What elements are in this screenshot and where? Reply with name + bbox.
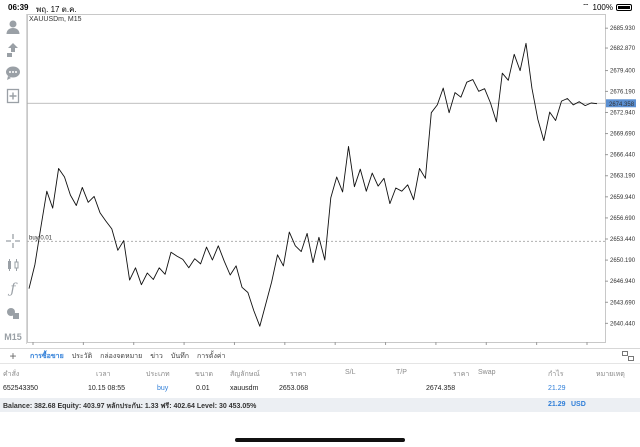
order-size: 0.01 <box>196 385 210 392</box>
crosshair-icon[interactable] <box>4 232 22 250</box>
new-order-icon[interactable] <box>4 87 22 105</box>
balance-text: Balance: 382.68 Equity: 403.97 หลักประกั… <box>3 403 257 410</box>
chart-canvas[interactable]: 2685.930 2682.870 2679.400 2676.190 2672.940… <box>27 14 640 348</box>
battery-percent: 100% <box>592 2 613 12</box>
tab-journal[interactable]: บันทึก <box>170 352 189 360</box>
layout-toggle-icon[interactable] <box>622 351 634 361</box>
table-row[interactable]: 652543350 10.15 08:55 buy 0.01 xauusdm 2… <box>0 382 640 396</box>
col-symbol: สัญลักษณ์ <box>230 371 260 378</box>
price-tick-label: 2640.440 <box>610 321 636 327</box>
tab-history[interactable]: ประวัติ <box>71 352 93 360</box>
price-chart[interactable]: XAUUSDm, M15 2685.930 2682.870 2679.400 267… <box>27 14 640 348</box>
wifi-icon: ⌔ <box>582 2 590 11</box>
trade-icon[interactable] <box>4 41 22 59</box>
tab-trade[interactable]: การซื้อขาย <box>30 352 64 360</box>
orders-table-header: คำสั่ง เวลา ประเภท ขนาด สัญลักษณ์ ราคา S… <box>0 366 640 380</box>
indicators-icon[interactable]: ƒ <box>10 281 16 297</box>
price-tick-label: 2643.690 <box>610 300 636 306</box>
order-symbol: xauusdm <box>230 385 259 392</box>
tab-settings[interactable]: การตั้งค่า <box>196 352 226 360</box>
order-profit: 21.29 <box>548 385 566 392</box>
current-price-tag: 2674.358 <box>609 102 635 108</box>
status-right: ⌔ 100% <box>582 2 632 12</box>
col-price: ราคา <box>290 371 307 378</box>
tab-mailbox[interactable]: กล่องจดหมาย <box>100 352 143 360</box>
order-line-label: buy 0.01 <box>29 235 53 241</box>
chart-symbol-label: XAUUSDm, M15 <box>29 16 82 23</box>
terminal-tabs: + การซื้อขาย ประวัติ กล่องจดหมาย ข่าว บั… <box>0 348 640 364</box>
price-tick-label: 2646.940 <box>610 279 636 285</box>
balance-profit: 21.29 <box>548 401 566 408</box>
price-tick-label: 2663.190 <box>610 174 636 180</box>
col-comment: หมายเหตุ <box>596 371 625 378</box>
price-series-line <box>28 42 598 327</box>
col-current-price: ราคา <box>453 371 470 378</box>
objects-icon[interactable] <box>4 304 22 322</box>
price-tick-label: 2669.690 <box>610 132 636 138</box>
col-order: คำสั่ง <box>3 371 20 378</box>
order-type: buy <box>157 385 169 392</box>
price-tick-label: 2682.870 <box>610 46 636 52</box>
order-time: 10.15 08:55 <box>88 385 125 392</box>
col-profit: กำไร <box>548 371 564 378</box>
timeframe-button[interactable]: M15 <box>4 332 22 342</box>
balance-bar: Balance: 382.68 Equity: 403.97 หลักประกั… <box>0 398 640 412</box>
price-tick-label: 2653.440 <box>610 237 636 243</box>
balance-currency: USD <box>571 401 586 408</box>
price-tick-label: 2656.690 <box>610 216 636 222</box>
current-price-tag-bg <box>606 99 636 108</box>
left-toolbar: ƒ M15 <box>0 14 26 344</box>
price-tick-label: 2659.940 <box>610 195 636 201</box>
status-time: 06:39 <box>8 3 29 12</box>
account-icon[interactable] <box>4 18 22 36</box>
price-tick-label: 2679.400 <box>610 69 636 75</box>
col-time: เวลา <box>96 371 111 378</box>
col-sl: S/L <box>345 369 356 376</box>
col-size: ขนาด <box>195 371 214 378</box>
battery-icon <box>616 3 632 11</box>
left-toolbar-divider <box>26 14 27 344</box>
status-bar: 06:39 พฤ. 17 ต.ค. ⌔ 100% <box>0 0 640 14</box>
price-tick-label: 2672.940 <box>610 110 636 116</box>
price-tick-label: 2650.190 <box>610 258 636 264</box>
price-tick-label: 2676.190 <box>610 89 636 95</box>
chart-type-icon[interactable] <box>4 256 22 274</box>
order-id: 652543350 <box>3 385 39 392</box>
chart-frame <box>27 14 606 343</box>
price-tick-label: 2666.440 <box>610 153 636 159</box>
order-current-price: 2674.358 <box>426 385 456 392</box>
status-date: พฤ. 17 ต.ค. <box>36 5 77 14</box>
home-indicator <box>235 438 405 442</box>
col-swap: Swap <box>478 369 496 376</box>
col-type: ประเภท <box>146 371 170 378</box>
add-icon[interactable]: + <box>9 349 17 363</box>
chat-icon[interactable] <box>4 64 22 82</box>
tab-news[interactable]: ข่าว <box>150 352 163 360</box>
price-tick-label: 2685.930 <box>610 26 636 32</box>
order-open-price: 2653.068 <box>279 385 309 392</box>
col-tp: T/P <box>396 369 407 376</box>
